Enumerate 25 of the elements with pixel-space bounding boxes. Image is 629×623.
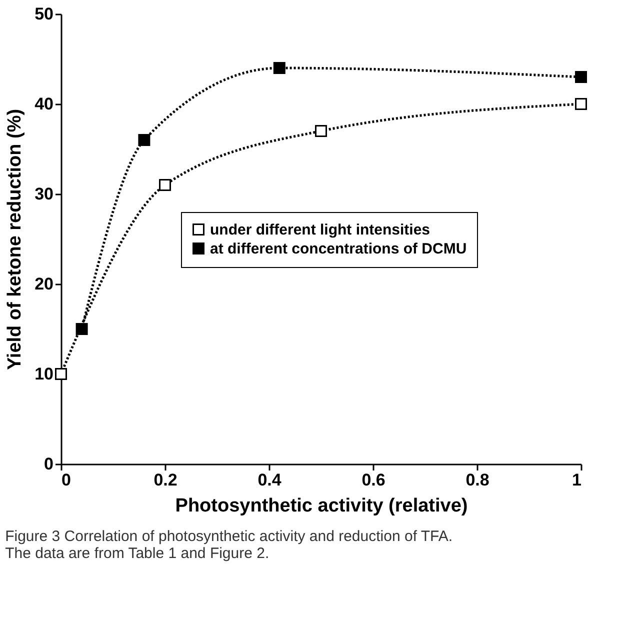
x-tick-label: 0 [62, 470, 71, 490]
legend-label: under different light intensities [210, 222, 430, 238]
point [575, 98, 587, 110]
y-tick-label: 0 [44, 454, 54, 474]
y-axis-title: Yield of ketone reduction (%) [4, 108, 26, 370]
y-tick-label: 30 [34, 184, 54, 204]
x-tick-label: 0.8 [466, 470, 490, 490]
point [575, 71, 587, 83]
x-tick-label: 0.4 [258, 470, 282, 490]
point [55, 368, 67, 380]
x-tick-label: 1 [572, 470, 582, 490]
x-axis-title: Photosynthetic activity (relative) [175, 496, 468, 516]
y-tick-label: 50 [34, 4, 54, 24]
point [273, 62, 286, 74]
point [138, 134, 150, 146]
legend-label: at different concentrations of DCMU [210, 240, 467, 258]
y-tick-label: 20 [34, 274, 54, 294]
x-tick-label: 0.2 [154, 470, 178, 490]
caption: Figure 3 Correlation of photosynthetic activity and reduction of TFA. The data are from Table 1 and Figure 2. [5, 528, 453, 562]
point [159, 179, 171, 191]
point [76, 323, 88, 335]
y-tick-label: 10 [34, 364, 54, 384]
point [315, 125, 327, 137]
y-tick-label: 40 [34, 94, 54, 114]
x-tick-label: 0.6 [362, 470, 386, 490]
